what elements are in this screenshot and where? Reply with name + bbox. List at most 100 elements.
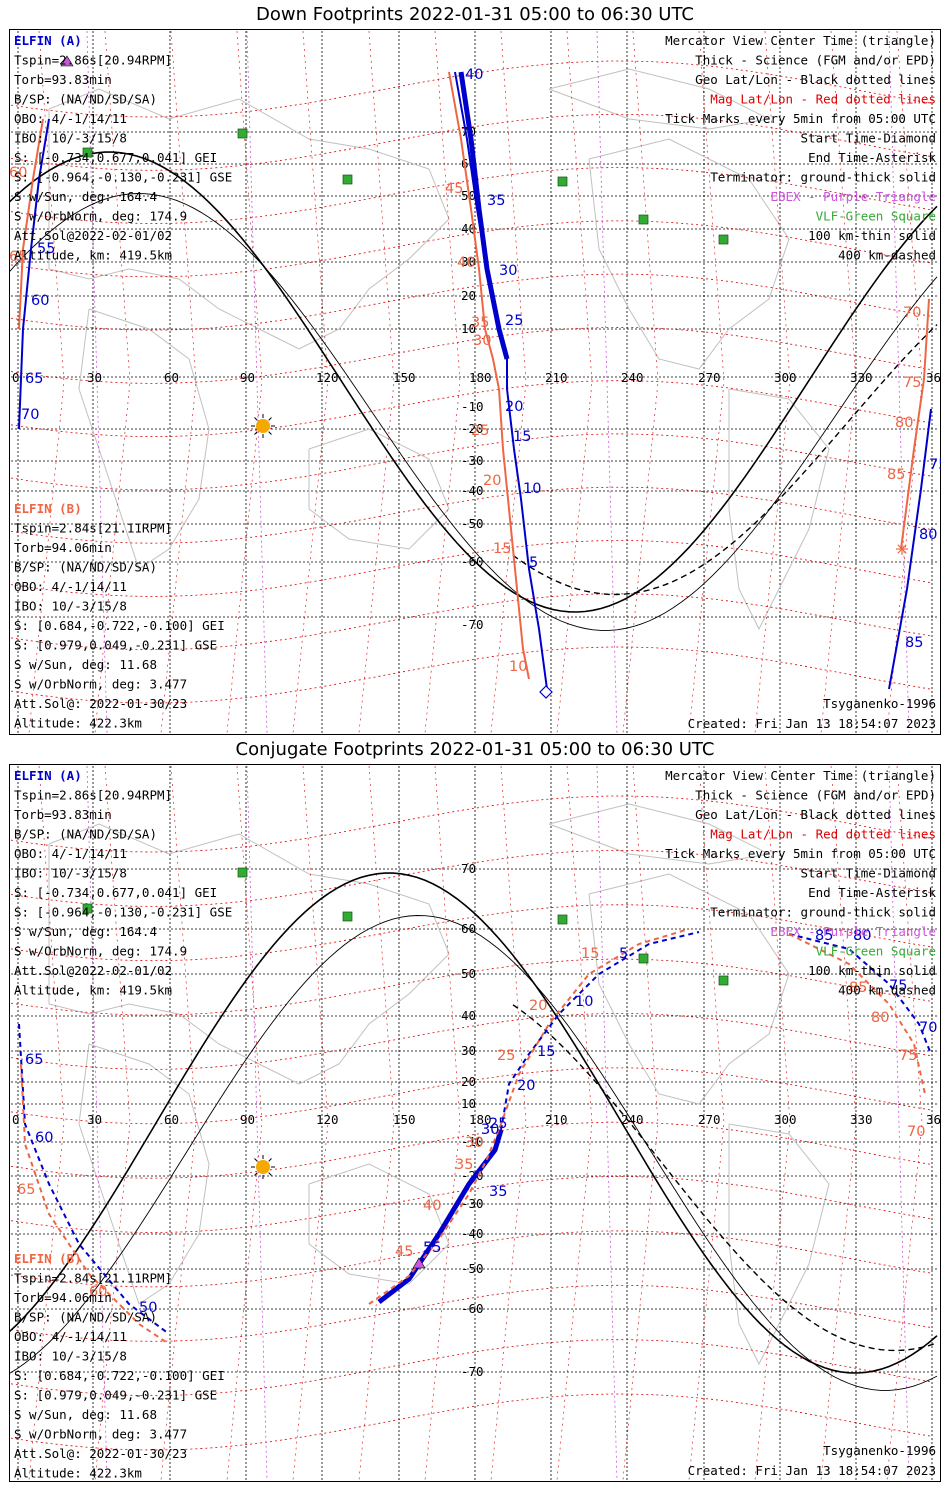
lat-tick-label: -10 [461,1134,484,1149]
elfin-b-info-line: Tspin=2.84s[21.11RPM] [14,521,172,536]
elfin-a-tick-label: 15 [537,1044,555,1060]
sun-icon [251,1155,275,1179]
elfin-b-tick-label: 70 [907,1124,925,1140]
sun-ray [268,417,272,421]
vlf-station-square [557,176,568,187]
created-timestamp: Created: Fri Jan 13 18:54:07 2023 [688,1463,936,1478]
lat-tick-label: -50 [461,516,484,531]
elfin-b-tick-label: 80 [871,1010,889,1026]
terminator-100km [9,193,938,631]
lon-tick-label: 180 [469,1112,492,1127]
end-time-asterisk [896,543,908,555]
lat-tick-label: -10 [461,399,484,414]
elfin-b-info-line: Att.Sol@: 2022-01-30/23 [14,1446,187,1461]
elfin-b-tick-label: 30 [473,333,491,349]
elfin-a-info-line: Torb=93.83min [14,72,112,87]
terminator-ground [9,151,938,613]
ebex-track [246,765,268,1481]
elfin-a-title: ELFIN (A) [14,768,82,783]
elfin-a-info-line: S: [-0.734,0.677,0.041] GEI [14,885,217,900]
elfin-a-tick-label: 65 [25,1052,43,1068]
lon-tick-label: 240 [621,370,644,385]
elfin-a-tick-label: 60 [35,1130,53,1146]
landmass-outline [78,308,210,570]
elfin-a-tick-label: 15 [513,429,531,445]
lon-tick-label: 120 [316,370,339,385]
landmass-outline [728,1123,830,1366]
elfin-b-tick-label: 35 [455,1157,473,1173]
sun-icon [251,414,275,438]
elfin-b-info-line: S: [0.979,0.049,-0.231] GSE [14,1388,217,1403]
elfin-a-conj-west-track [18,1023,170,1335]
lon-tick-label: 300 [774,1112,797,1127]
sun-ray [254,1172,258,1176]
lon-tick-label: 60 [164,1112,179,1127]
landmass-outline [308,428,450,550]
lon-tick-label: 60 [164,370,179,385]
legend-line: Mercator View Center Time (triangle) [665,33,936,48]
legend-line: End Time-Asterisk [808,150,936,165]
lat-tick-label: -40 [461,483,484,498]
elfin-a-tick-label: 30 [481,1122,499,1138]
elfin-b-tick-label: 60 [89,1284,107,1300]
elfin-a-tick-label: 80 [853,928,871,944]
vlf-station-square [342,911,353,922]
elfin-a-tick-label: 10 [523,481,541,497]
elfin-b-info-line: B/SP: (NA/ND/SD/SA) [14,1310,157,1325]
vlf-station-square [82,903,93,914]
lon-tick-label: 210 [545,1112,568,1127]
lon-tick-label: 300 [774,370,797,385]
elfin-b-tick-label: 40 [423,1198,441,1214]
elfin-a-tick-label: 10 [575,994,593,1010]
elfin-b-west-track [18,118,44,330]
sun-disc [256,419,270,433]
sun-ray [268,431,272,435]
elfin-b-tick-label: 20 [483,473,501,489]
lon-tick-label: 150 [393,370,416,385]
elfin-a-info-line: OBO: 4/-1/14/11 [14,846,127,861]
terminator-ground [9,872,938,1374]
elfin-a-conj-track [500,931,700,1131]
legend-line: Thick - Science (FGM and/or EPD) [695,53,936,68]
elfin-b-tick-label: 45 [445,181,463,197]
elfin-a-info-line: S: [-0.734,0.677,0.041] GEI [14,150,217,165]
legend-line: Tick Marks every 5min from 05:00 UTC [665,846,936,861]
ebex-track [596,30,618,734]
elfin-a-tick-label: 40 [465,67,483,83]
elfin-a-tick-label: 55 [423,1240,441,1256]
lat-tick-label: 70 [461,861,476,876]
elfin-b-title: ELFIN (B) [14,501,82,516]
lon-tick-label: 270 [698,1112,721,1127]
lat-tick-label: 60 [461,921,476,936]
elfin-b-tick-label: 70 [903,305,921,321]
elfin-a-info-line: Att.Sol@2022-02-01/02 [14,228,172,243]
legend-line: Mercator View Center Time (triangle) [665,768,936,783]
elfin-b-tick-label: 80 [895,415,913,431]
lat-tick-label: -20 [461,421,484,436]
elfin-b-info-line: B/SP: (NA/ND/SD/SA) [14,560,157,575]
elfin-b-info-line: Att.Sol@: 2022-01-30/23 [14,696,187,711]
elfin-b-tick-label: 10 [509,659,527,675]
lon-tick-label: 360 [926,370,941,385]
elfin-b-tick-label: 30 [465,1135,483,1151]
legend-line: 400 km-dashed [838,983,936,998]
elfin-b-info-line: Altitude: 422.3km [14,1466,142,1481]
legend-line: Terminator: ground-thick solid [710,905,936,920]
lat-tick-label: 10 [461,1096,476,1111]
ebex-track [888,30,910,734]
elfin-b-tick-label: 25 [471,423,489,439]
elfin-a-tick-label: 25 [505,313,523,329]
elfin-b-info-line: S: [0.684,-0.722,-0.100] GEI [14,1368,225,1383]
vlf-station-square [718,234,729,245]
legend-line: Tick Marks every 5min from 05:00 UTC [665,111,936,126]
legend-line: Start Time-Diamond [801,866,936,881]
elfin-b-tick-label: 15 [493,541,511,557]
lat-tick-label: -70 [461,1364,484,1379]
lon-tick-label: 270 [698,370,721,385]
elfin-a-title: ELFIN (A) [14,33,82,48]
elfin-a-info-line: Altitude, km: 419.5km [14,248,172,263]
elfin-b-tick-label: 15 [581,946,599,962]
lat-tick-label: 30 [461,254,476,269]
vlf-station-square [237,867,248,878]
legend-line: 100 km-thin solid [808,228,936,243]
